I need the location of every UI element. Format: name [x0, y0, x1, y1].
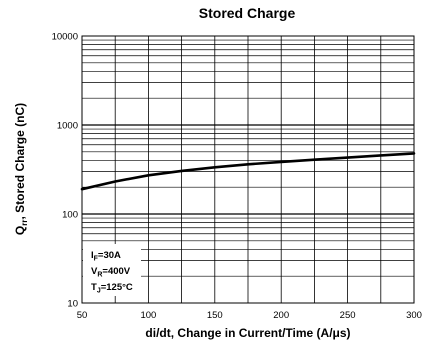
- x-tick-label: 100: [140, 310, 156, 321]
- condition-value: =400V: [102, 266, 130, 277]
- x-tick-label: 250: [340, 310, 356, 321]
- plot-frame: [81, 35, 415, 304]
- y-axis-label: Qrr, Stored Charge (nC): [13, 103, 29, 235]
- x-axis-label: di/dt, Change in Current/Time (A/μs): [145, 326, 350, 340]
- condition-label: VR=400V: [91, 266, 131, 279]
- x-tick-label: 300: [406, 310, 422, 321]
- condition-label: TJ=125°C: [91, 282, 133, 295]
- condition-value: =125°C: [101, 282, 133, 293]
- condition-symbol: T: [91, 282, 97, 293]
- condition-symbol: I: [91, 250, 94, 261]
- y-tick-label: 10000: [52, 32, 78, 43]
- x-tick-label: 50: [77, 310, 88, 321]
- y-tick-label: 10: [67, 299, 78, 310]
- y-axis-label-main: Q: [13, 226, 27, 235]
- condition-symbol: V: [91, 266, 98, 277]
- y-axis-label-rest: , Stored Charge (nC): [13, 103, 27, 220]
- condition-label: IF=30A: [91, 250, 121, 263]
- series-layer: [80, 152, 416, 191]
- condition-subscript: F: [94, 256, 99, 263]
- x-tick-label: 200: [273, 310, 289, 321]
- y-axis-label-sub: rr: [20, 220, 29, 226]
- y-tick-label: 1000: [57, 121, 78, 132]
- y-tick-label: 100: [62, 210, 78, 221]
- tick-labels: 50 100 150 200 250 300 10 100 1000 10000: [52, 32, 422, 322]
- x-tick-label: 150: [207, 310, 223, 321]
- condition-value: =30A: [98, 250, 121, 261]
- stored-charge-curve: [80, 152, 416, 191]
- chart-title: Stored Charge: [199, 5, 296, 21]
- conditions-box: [83, 244, 141, 296]
- condition-subscript: J: [97, 288, 101, 295]
- condition-subscript: R: [97, 272, 102, 279]
